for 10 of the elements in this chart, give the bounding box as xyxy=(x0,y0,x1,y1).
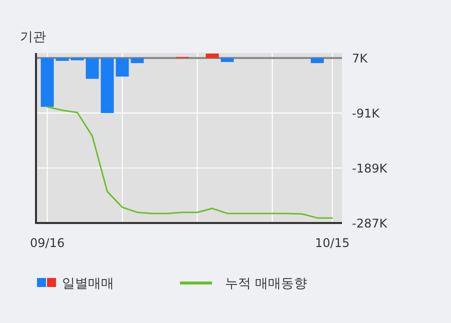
chart-title: 기관 xyxy=(20,30,46,45)
y-tick-label: -91K xyxy=(352,106,381,121)
x-tick-label: 09/16 xyxy=(30,236,65,250)
legend-label: 누적 매매동향 xyxy=(225,276,308,292)
x-tick-label: 10/15 xyxy=(315,236,350,250)
y-tick-label: -287K xyxy=(352,216,388,230)
legend-label: 일별매매 xyxy=(62,276,114,292)
y-tick-label: -189K xyxy=(352,162,388,176)
y-tick-label: 7K xyxy=(352,52,369,66)
line-series xyxy=(46,106,334,219)
